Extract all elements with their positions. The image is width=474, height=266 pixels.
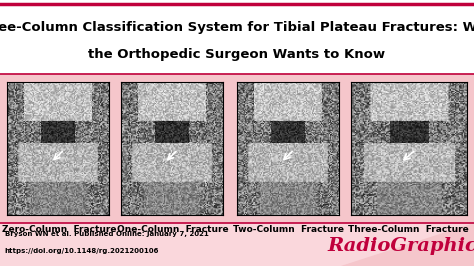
Bar — [0, 0, 474, 74]
Text: One-Column  Fracture: One-Column Fracture — [117, 225, 229, 234]
Bar — [0, 74, 474, 223]
Text: Three-Column  Fracture: Three-Column Fracture — [348, 225, 469, 234]
Text: Two-Column  Fracture: Two-Column Fracture — [233, 225, 344, 234]
Text: RadioGraphics: RadioGraphics — [327, 237, 474, 255]
Text: Three-Column Classification System for Tibial Plateau Fractures: What: Three-Column Classification System for T… — [0, 22, 474, 34]
Text: Zero-Column  Fracture: Zero-Column Fracture — [2, 225, 117, 234]
Text: Bryson WN et al. Published Online: January 7, 2021: Bryson WN et al. Published Online: Janua… — [5, 231, 209, 237]
Polygon shape — [341, 223, 474, 266]
Text: the Orthopedic Surgeon Wants to Know: the Orthopedic Surgeon Wants to Know — [89, 48, 385, 61]
Text: https://doi.org/10.1148/rg.2021200106: https://doi.org/10.1148/rg.2021200106 — [5, 248, 159, 254]
Bar — [0, 223, 474, 266]
